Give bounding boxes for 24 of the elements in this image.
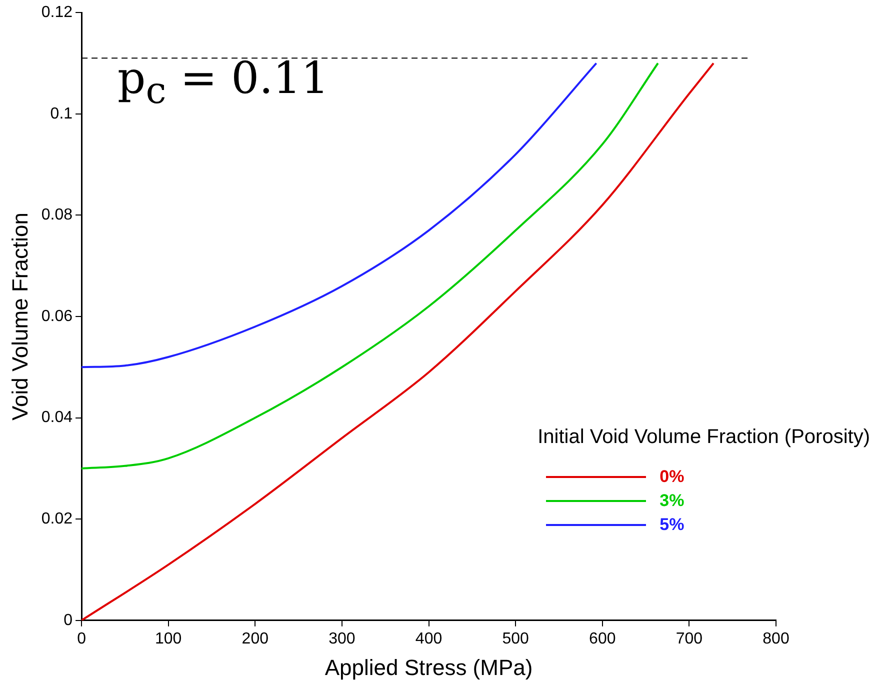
text: 0% — [660, 466, 684, 487]
x-tick-label: 300 — [328, 630, 356, 648]
legend-title: Initial Void Volume Fraction (Porosity) — [538, 426, 870, 449]
y-axis-title: Void Volume Fraction — [7, 212, 32, 420]
line-series — [82, 62, 598, 368]
x-axis-title: Applied Stress (MPa) — [324, 654, 533, 680]
y-tick-label: 0.08 — [41, 206, 73, 224]
y-tick-label: 0.12 — [41, 4, 73, 22]
x-tick-label: 200 — [242, 630, 269, 648]
annotation: p$_{c}$ = 0.11 — [118, 52, 330, 112]
x-tick-label: 100 — [154, 630, 182, 648]
y-tick-label: 0.02 — [41, 510, 73, 528]
x-tick-label: 800 — [762, 630, 790, 648]
x-tick-label: 400 — [415, 630, 442, 648]
y-tick-label: 0.06 — [41, 308, 73, 325]
text: 5% — [660, 514, 684, 535]
x-tick-label: 0 — [77, 630, 86, 648]
y-tick-label: 0.1 — [50, 105, 73, 122]
x-tick-label: 500 — [502, 630, 530, 648]
x-tick-label: 700 — [676, 630, 703, 648]
y-tick-label: 0 — [64, 612, 73, 629]
y-tick-label: 0.04 — [41, 409, 73, 426]
x-tick-label: 600 — [589, 630, 616, 648]
text: 3% — [660, 490, 684, 511]
